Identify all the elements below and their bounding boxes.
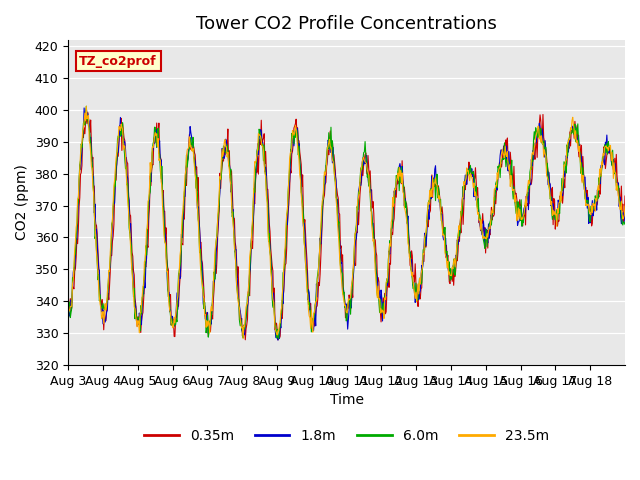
6.0m <box>64 312 72 317</box>
6.0m <box>233 282 241 288</box>
23.5m <box>436 210 444 216</box>
6.0m <box>260 143 268 148</box>
23.5m <box>261 170 269 176</box>
6.0m <box>621 221 629 227</box>
X-axis label: Time: Time <box>330 393 364 407</box>
6.0m <box>282 242 290 248</box>
23.5m <box>406 254 413 260</box>
1.8m <box>260 157 268 163</box>
1.8m <box>406 251 413 256</box>
1.8m <box>282 236 290 242</box>
Text: TZ_co2prof: TZ_co2prof <box>79 55 157 68</box>
6.0m <box>436 197 444 203</box>
Line: 0.35m: 0.35m <box>68 112 625 340</box>
0.35m <box>260 131 268 137</box>
0.35m <box>84 109 92 115</box>
0.35m <box>274 337 282 343</box>
1.8m <box>436 210 444 216</box>
23.5m <box>621 203 629 209</box>
Line: 1.8m: 1.8m <box>68 108 625 340</box>
23.5m <box>233 281 241 287</box>
6.0m <box>275 336 282 342</box>
0.35m <box>406 239 413 244</box>
6.0m <box>83 103 90 109</box>
23.5m <box>239 336 247 342</box>
0.35m <box>436 206 444 212</box>
23.5m <box>282 224 290 229</box>
1.8m <box>233 264 241 270</box>
Y-axis label: CO2 (ppm): CO2 (ppm) <box>15 165 29 240</box>
0.35m <box>621 193 629 199</box>
0.35m <box>282 261 290 266</box>
0.35m <box>64 299 72 304</box>
23.5m <box>131 304 138 310</box>
1.8m <box>64 304 72 310</box>
1.8m <box>80 105 88 111</box>
23.5m <box>83 103 90 109</box>
6.0m <box>406 250 413 256</box>
1.8m <box>274 337 282 343</box>
1.8m <box>131 286 138 291</box>
23.5m <box>64 308 72 313</box>
0.35m <box>233 257 241 263</box>
Title: Tower CO2 Profile Concentrations: Tower CO2 Profile Concentrations <box>196 15 497 33</box>
Line: 23.5m: 23.5m <box>68 106 625 339</box>
0.35m <box>131 272 138 278</box>
Legend: 0.35m, 1.8m, 6.0m, 23.5m: 0.35m, 1.8m, 6.0m, 23.5m <box>138 424 555 449</box>
6.0m <box>131 286 138 291</box>
Line: 6.0m: 6.0m <box>68 106 625 339</box>
1.8m <box>621 220 629 226</box>
